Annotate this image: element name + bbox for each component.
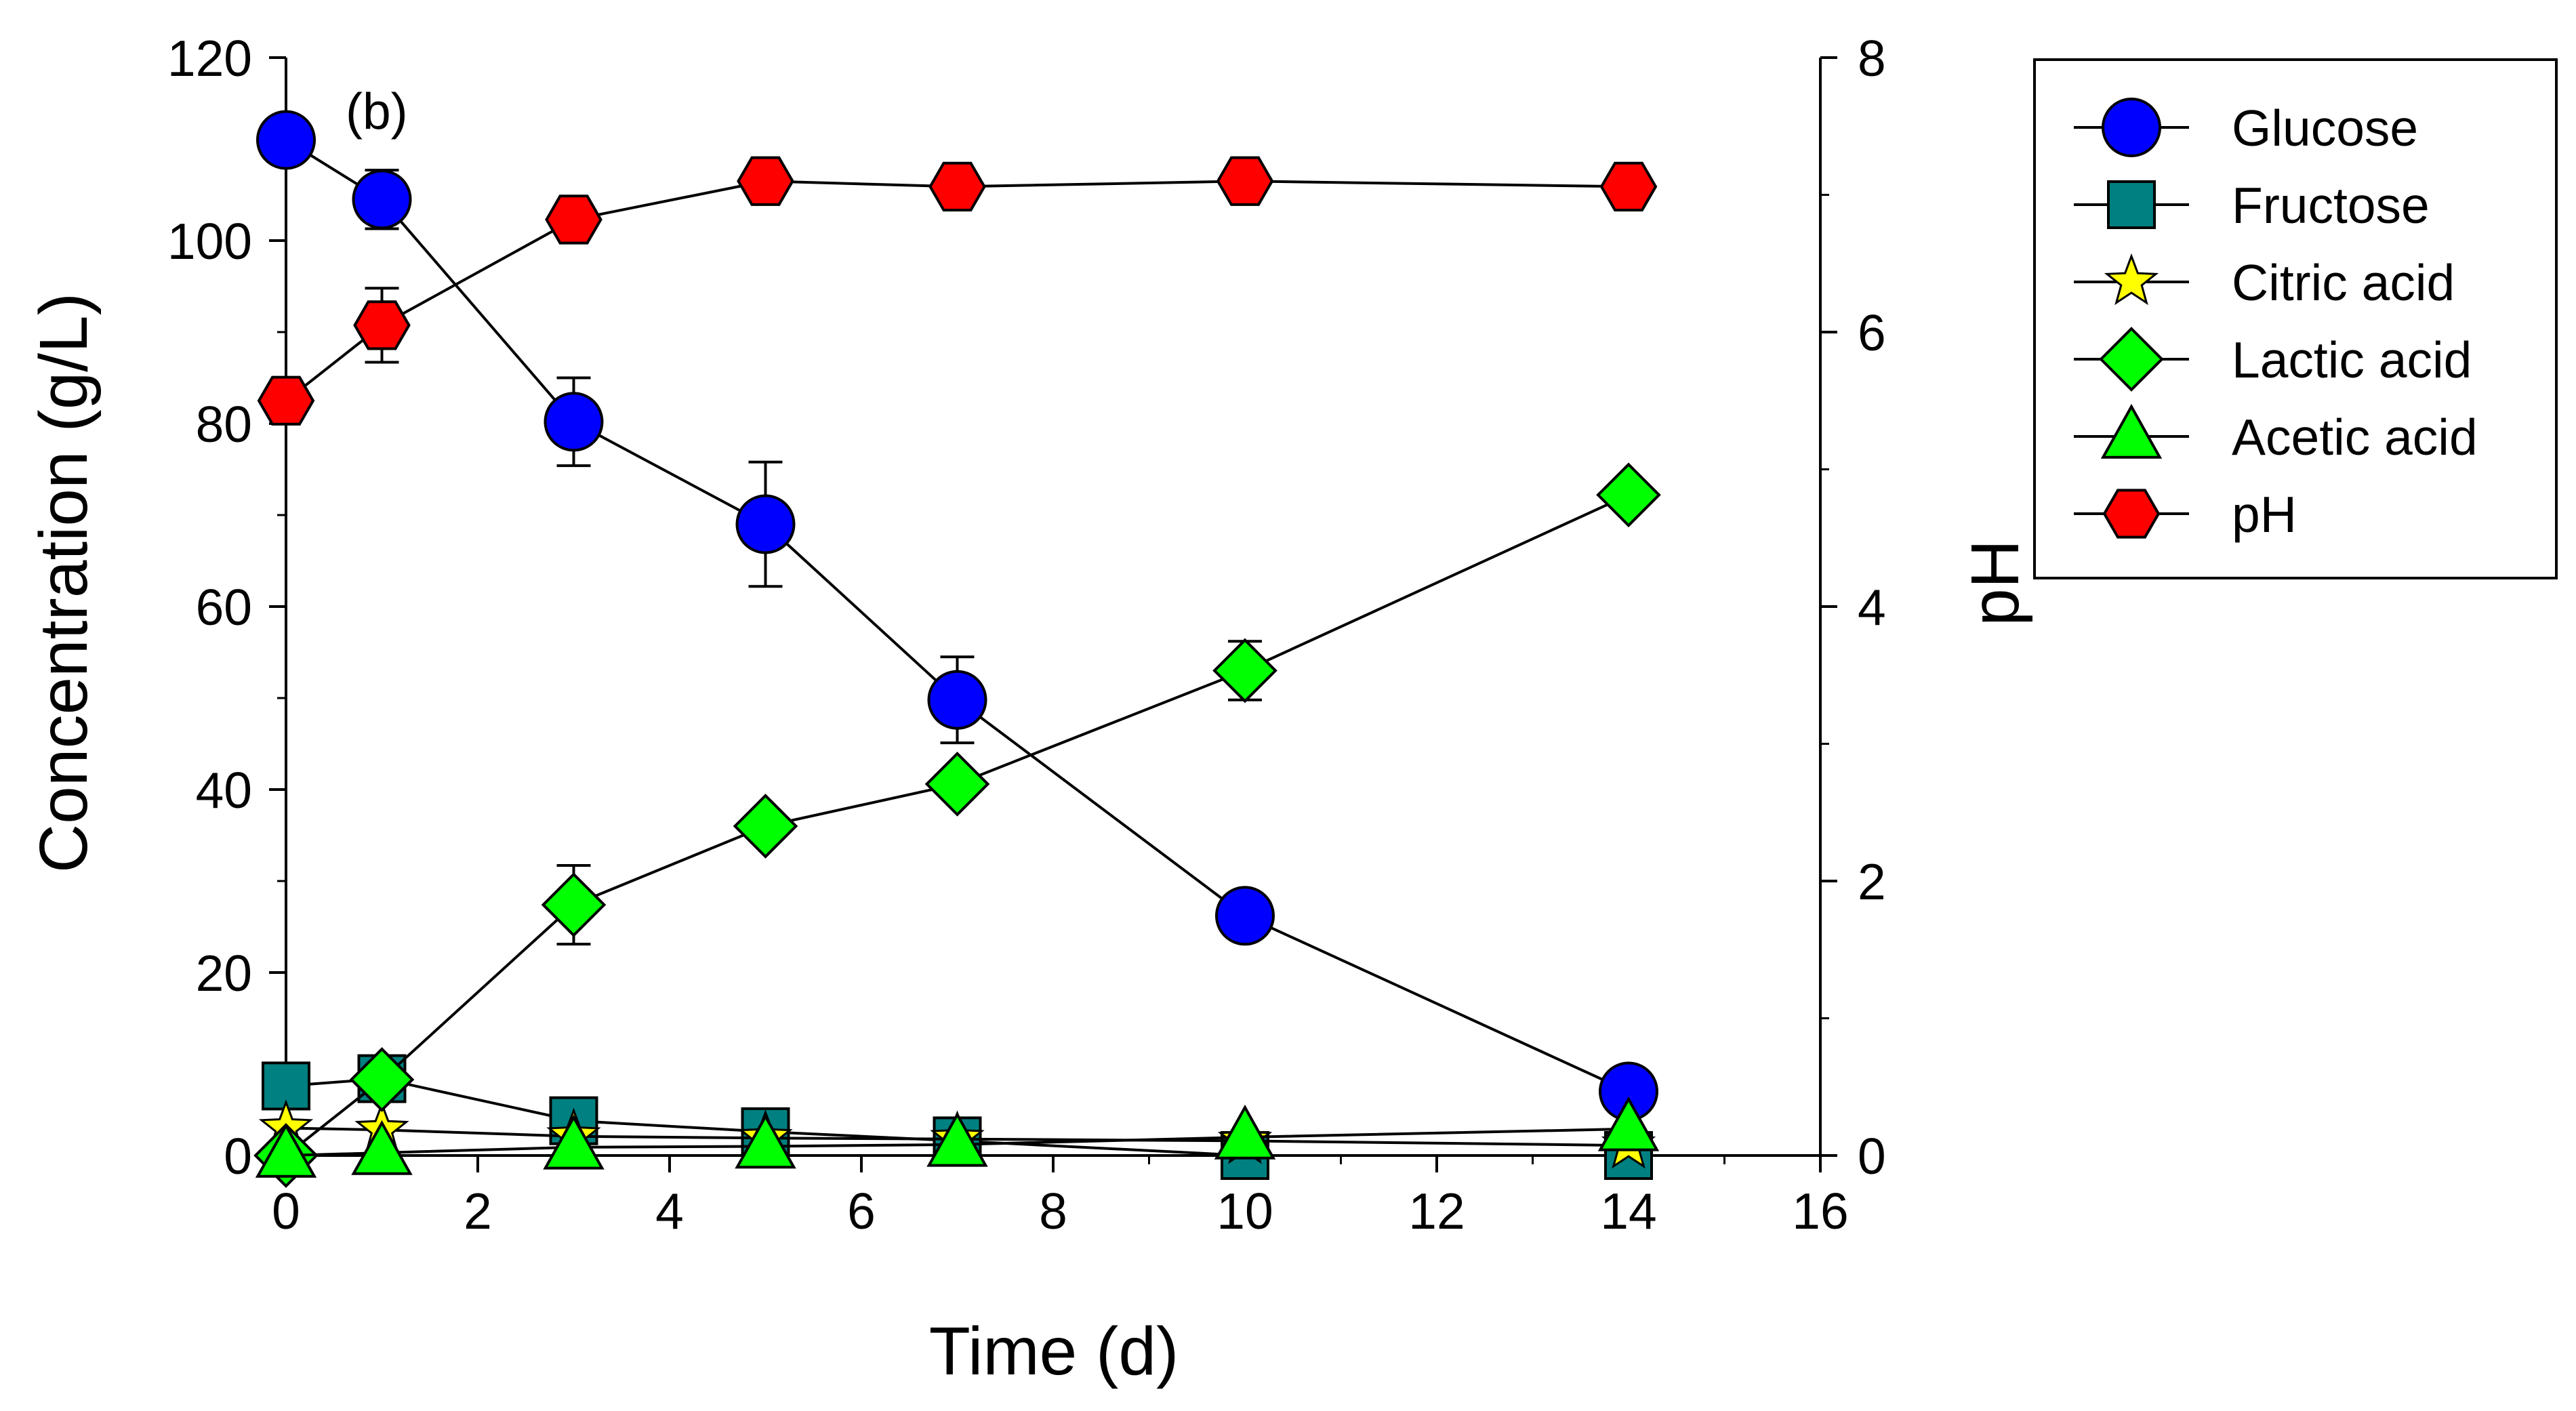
y-axis-left: 0 20 40 60 80 100 120 [167,30,286,1185]
point-lactic-acid [1212,638,1277,703]
point-lactic-acid [1596,462,1661,528]
series-acetic-acid [255,1096,1660,1178]
point-acetic-acid [543,1114,605,1170]
series-line-lactic-acid [285,493,1629,1157]
point-ph [928,161,986,211]
point-glucose [1215,886,1275,946]
y-right-tick-label: 4 [1858,579,1886,636]
point-acetic-acid [351,1120,413,1175]
y-left-tick-label: 60 [196,579,252,636]
y-right-tick-label: 0 [1858,1128,1886,1185]
y-left-tick-label: 40 [196,762,252,819]
point-lactic-acid [733,794,798,859]
x-tick-label: 2 [464,1183,492,1240]
y-axis-right: 0 2 4 6 8 [1820,30,1886,1185]
point-ph [737,156,794,206]
legend-item-fructose: Fructose [2074,177,2430,234]
x-tick-label: 16 [1792,1183,1848,1240]
point-acetic-acid [926,1111,988,1167]
point-glucose [544,392,604,452]
x-axis-title: Time (d) [929,1313,1179,1389]
y-axis-left-title: Concentration (g/L) [26,293,102,873]
point-lactic-acid [924,752,990,817]
legend-marker-ph [2102,489,2161,539]
series-layer [253,110,1661,1188]
y-left-tick-label: 80 [196,396,252,453]
legend-item-citric-acid: Citric acid [2074,253,2455,311]
series-line-ph [285,180,1629,402]
legend-marker-fructose [2107,180,2156,229]
legend-item-acetic-acid: Acetic acid [2074,403,2478,466]
legend-label: Acetic acid [2232,409,2478,466]
legend-item-lactic-acid: Lactic acid [2074,327,2472,392]
legend-marker-citric-acid [2104,253,2159,306]
x-tick-label: 6 [847,1183,876,1240]
point-acetic-acid [1597,1096,1660,1151]
y-left-tick-label: 100 [167,213,252,270]
point-ph [1216,156,1274,206]
x-axis: 0 2 4 6 8 10 12 14 16 [272,1156,1849,1240]
y-axis-right-title: pH [1957,539,2033,626]
point-ph [1599,161,1658,211]
legend-label: Glucose [2232,100,2418,157]
series-ph [257,156,1658,426]
legend-marker-glucose [2102,98,2161,157]
point-lactic-acid [349,1047,415,1112]
x-tick-label: 12 [1408,1183,1465,1240]
x-tick-label: 4 [655,1183,684,1240]
legend-marker-lactic-acid [2099,327,2164,392]
x-tick-label: 14 [1600,1183,1656,1240]
point-glucose [352,169,412,230]
legend-label: Fructose [2232,177,2430,234]
series-lactic-acid [253,462,1661,1188]
series-line-glucose [285,138,1629,1093]
y-right-tick-label: 2 [1858,853,1886,910]
point-ph [257,375,315,426]
series-glucose [256,110,1658,1122]
legend-label: Lactic acid [2232,331,2472,388]
x-tick-label: 10 [1217,1183,1273,1240]
legend: Glucose Fructose Citric acid Lactic acid Ace… [2033,58,2558,579]
y-right-tick-label: 6 [1858,304,1886,361]
legend-label: Citric acid [2232,254,2455,311]
point-glucose [927,670,987,730]
point-acetic-acid [735,1113,796,1169]
x-tick-label: 8 [1039,1183,1067,1240]
point-glucose [735,494,796,554]
legend-marker-acetic-acid [2100,403,2163,459]
y-left-tick-label: 120 [167,30,252,87]
legend-item-glucose: Glucose [2074,98,2418,157]
y-left-tick-label: 20 [196,945,252,1002]
point-lactic-acid [541,872,607,937]
y-right-tick-label: 8 [1858,30,1886,87]
x-tick-label: 0 [272,1183,300,1240]
y-left-tick-label: 0 [224,1128,252,1185]
panel-label: (b) [346,83,408,140]
point-acetic-acid [255,1122,317,1178]
legend-item-ph: pH [2074,486,2297,543]
plot-area [285,58,1822,1157]
point-acetic-acid [1214,1104,1276,1160]
point-ph [353,300,411,350]
point-ph [545,195,602,245]
legend-label: pH [2232,486,2297,543]
point-glucose [256,110,316,170]
